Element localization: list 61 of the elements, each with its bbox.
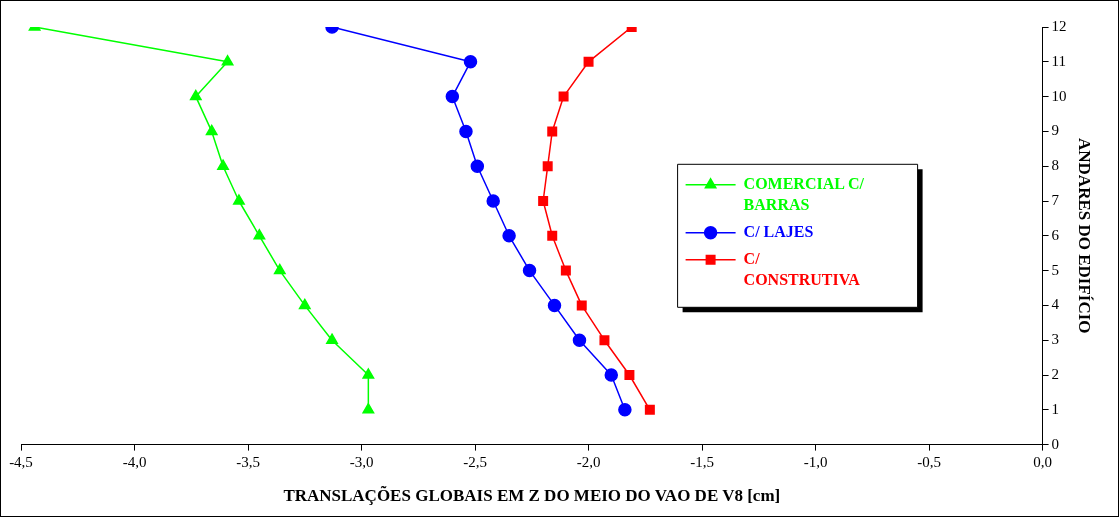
x-tick-label: -4,0 <box>122 453 147 470</box>
legend-label: C/ CONSTRUTIVA <box>743 249 861 288</box>
point <box>298 298 311 310</box>
y-tick-label: 10 <box>1051 87 1067 104</box>
point <box>547 126 558 137</box>
point <box>560 265 571 276</box>
x-tick-label: -1,0 <box>803 453 828 470</box>
x-tick-label: -0,5 <box>917 453 941 470</box>
y-axis-title: ANDARES DO EDIFÍCIO <box>1075 138 1095 334</box>
point <box>538 196 549 206</box>
point <box>599 335 610 346</box>
point <box>502 229 516 243</box>
y-tick-label: 6 <box>1051 226 1060 243</box>
x-tick-label: -3,0 <box>349 453 374 470</box>
x-tick-label: -1,5 <box>690 453 714 470</box>
y-tick-label: 4 <box>1051 296 1060 313</box>
point <box>221 55 234 66</box>
point <box>618 403 632 417</box>
y-tick-label: 12 <box>1051 17 1067 34</box>
y-tick-label: 7 <box>1051 191 1060 208</box>
point <box>583 56 594 67</box>
point <box>253 229 266 240</box>
point <box>205 124 218 136</box>
point <box>558 91 569 102</box>
point <box>486 194 500 208</box>
y-tick-label: 2 <box>1051 365 1060 382</box>
point <box>522 263 537 278</box>
point <box>576 300 587 311</box>
y-tick-label: 5 <box>1051 261 1060 278</box>
point <box>547 298 562 313</box>
x-axis-title: TRANSLAÇÕES GLOBAIS EM Z DO MEIO DO VAO DE V8 [cm] <box>283 485 781 506</box>
y-tick-label: 9 <box>1051 122 1060 139</box>
point <box>273 263 286 275</box>
legend-label: COMERCIAL C/ BARRAS <box>743 174 865 213</box>
point <box>604 368 619 382</box>
x-tick-label: -2,5 <box>463 453 487 470</box>
point <box>217 159 229 170</box>
point <box>644 404 655 415</box>
point <box>624 370 635 380</box>
x-tick-label: 0,0 <box>1033 453 1052 470</box>
y-tick-label: 8 <box>1051 157 1060 174</box>
legend-label: C/ LAJES <box>743 222 814 240</box>
point <box>362 403 375 414</box>
point <box>542 161 553 172</box>
point <box>470 159 485 173</box>
point <box>547 230 558 241</box>
point <box>572 333 587 347</box>
point <box>459 124 473 139</box>
point <box>233 194 245 205</box>
y-tick-label: 1 <box>1051 400 1060 417</box>
y-tick-label: 3 <box>1051 331 1060 348</box>
point <box>326 333 338 344</box>
point <box>445 89 460 104</box>
x-tick-label: -3,5 <box>236 453 260 470</box>
x-tick-label: -2,0 <box>576 453 601 470</box>
point <box>189 89 202 101</box>
point <box>463 55 478 69</box>
point <box>362 368 375 379</box>
x-tick-label: -4,5 <box>9 453 33 470</box>
y-tick-label: 11 <box>1051 52 1067 69</box>
y-tick-label: 0 <box>1051 435 1060 452</box>
